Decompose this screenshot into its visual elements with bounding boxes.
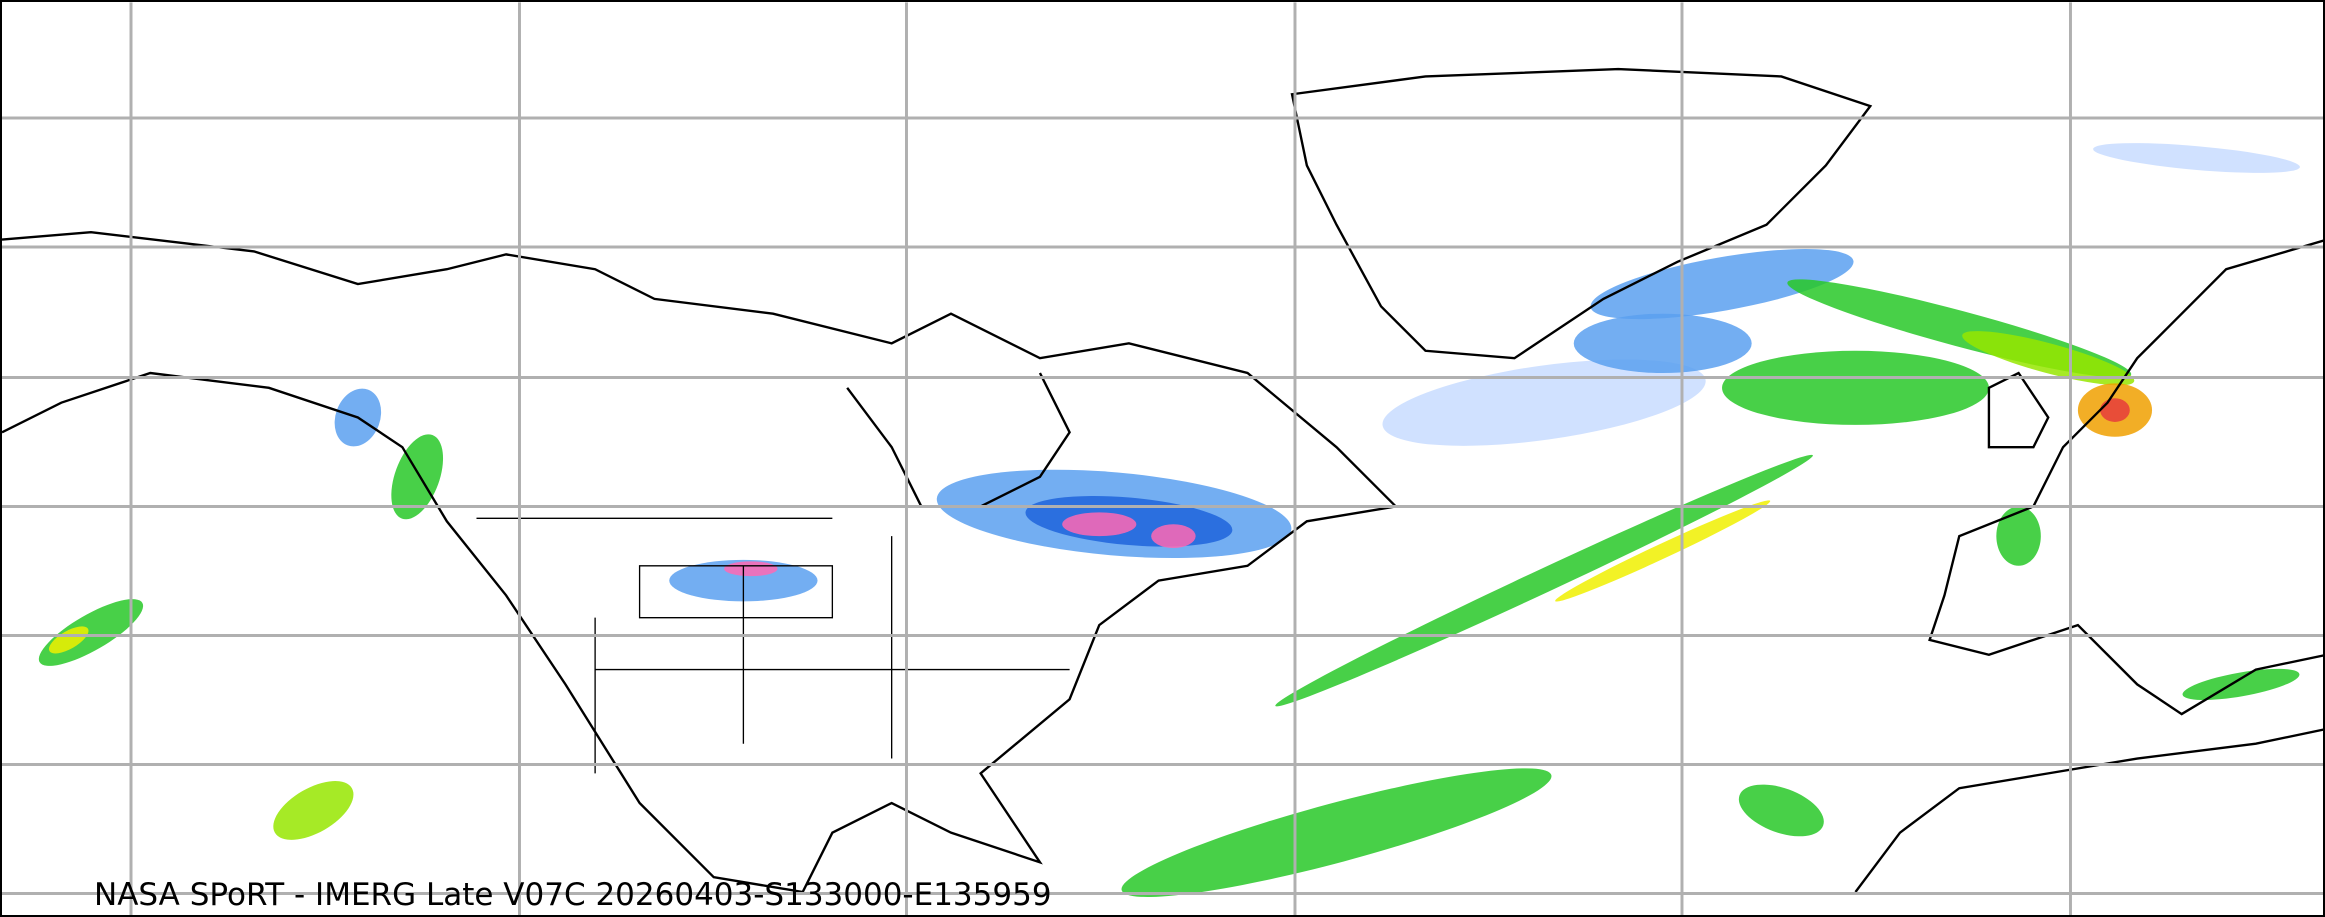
precip-area (273, 781, 354, 840)
precip-area (2182, 668, 2300, 700)
north-america-coast (2, 230, 1399, 894)
map-caption: NASA SPoRT - IMERG Late V07C 20260403-S1… (94, 877, 1052, 913)
precip-area (1382, 359, 1706, 446)
precip-area (2100, 398, 2130, 422)
precip-area (1573, 313, 1752, 374)
africa-coast (1854, 728, 2323, 893)
precip-area (1996, 506, 2041, 566)
precip-area (1151, 524, 1196, 548)
greenland-coast (1290, 67, 1873, 360)
precip-area (1062, 512, 1137, 537)
precip-area (391, 434, 444, 520)
precip-area (38, 599, 144, 666)
us-borders (476, 517, 1070, 774)
uk-coast (1987, 371, 2050, 449)
europe-coast (1928, 239, 2323, 716)
precip-area (2093, 143, 2300, 173)
precip-area (48, 626, 89, 654)
precip-area (1590, 249, 1854, 320)
precip-area (1275, 454, 1813, 707)
precip-area (1555, 500, 1771, 602)
precip-area (1121, 768, 1552, 897)
precip-area (1722, 350, 1989, 425)
precip-area (1738, 784, 1824, 837)
precip-area (724, 561, 778, 577)
precipitation-layer (38, 143, 2300, 897)
precip-area (1962, 331, 2135, 386)
